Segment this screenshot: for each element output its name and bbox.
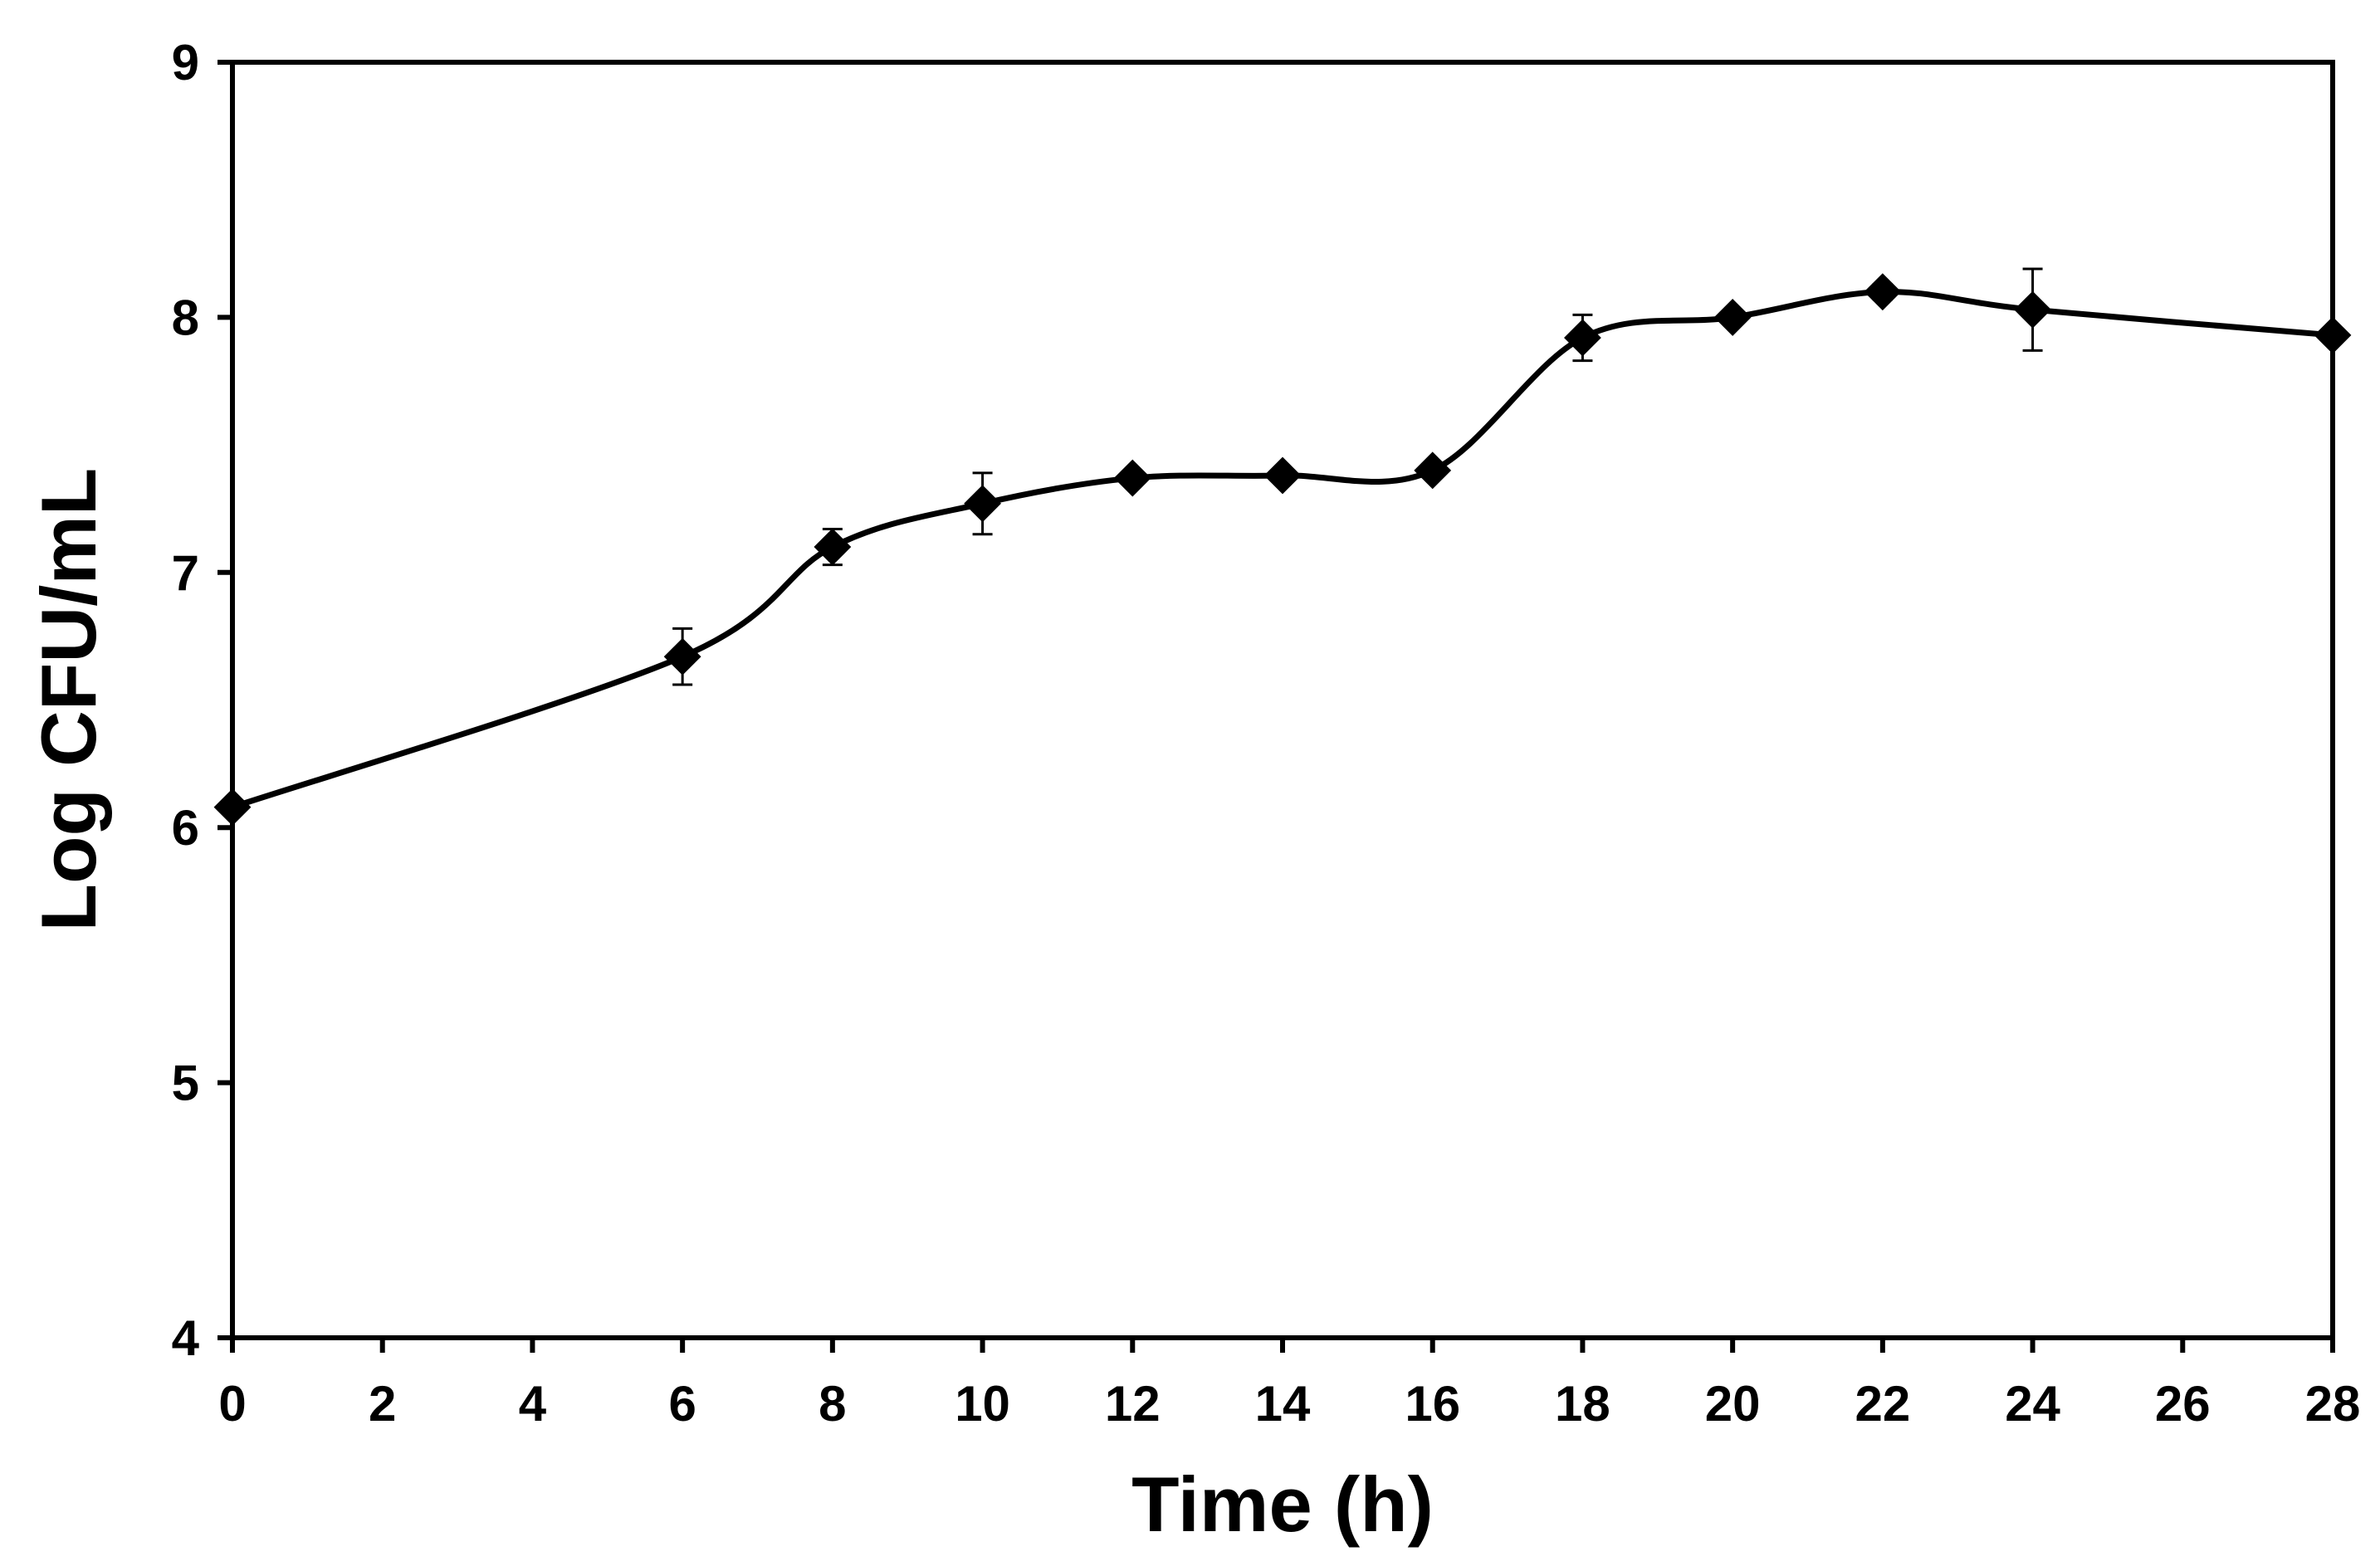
x-tick-label: 26 (2155, 1376, 2211, 1432)
data-point (1713, 298, 1752, 336)
x-tick-label: 22 (1855, 1376, 1910, 1432)
x-tick-label: 24 (2005, 1376, 2060, 1432)
x-tick-label: 8 (819, 1376, 846, 1432)
x-tick-label: 10 (955, 1376, 1010, 1432)
y-tick-label: 8 (172, 290, 199, 345)
y-tick-label: 5 (172, 1056, 199, 1111)
data-point (213, 788, 252, 827)
y-axis-title: Log CFU/mL (25, 468, 112, 932)
data-point (2014, 290, 2051, 329)
data-point (1113, 459, 1151, 497)
x-tick-label: 2 (369, 1376, 396, 1432)
y-tick-label: 9 (172, 35, 199, 90)
data-point (663, 637, 701, 676)
y-tick-label: 7 (172, 545, 199, 601)
x-tick-label: 14 (1255, 1376, 1311, 1432)
data-point (1263, 456, 1302, 495)
y-tick-label: 4 (172, 1310, 200, 1366)
x-tick-label: 18 (1555, 1376, 1610, 1432)
x-tick-label: 6 (668, 1376, 696, 1432)
data-point (1414, 451, 1452, 490)
data-point (964, 485, 1001, 523)
x-tick-label: 16 (1405, 1376, 1460, 1432)
y-tick-label: 6 (172, 800, 199, 856)
x-axis-title: Time (h) (1131, 1461, 1434, 1548)
x-axis: 0 2 4 6 8 10 12 14 16 18 20 22 24 26 28 (218, 1338, 2360, 1432)
data-point (2314, 316, 2352, 354)
data-point (814, 528, 852, 566)
x-tick-label: 0 (218, 1376, 246, 1432)
data-point (1864, 273, 1902, 311)
x-tick-label: 12 (1105, 1376, 1161, 1432)
x-tick-label: 4 (519, 1376, 547, 1432)
plot-frame (230, 60, 2335, 1340)
data-markers (213, 273, 2352, 827)
data-point (1564, 319, 1601, 357)
x-tick-label: 20 (1705, 1376, 1761, 1432)
y-axis: 4 5 6 7 8 9 (172, 35, 232, 1366)
series-line (231, 289, 2334, 810)
x-tick-label: 28 (2305, 1376, 2361, 1432)
error-bars (672, 267, 2343, 686)
